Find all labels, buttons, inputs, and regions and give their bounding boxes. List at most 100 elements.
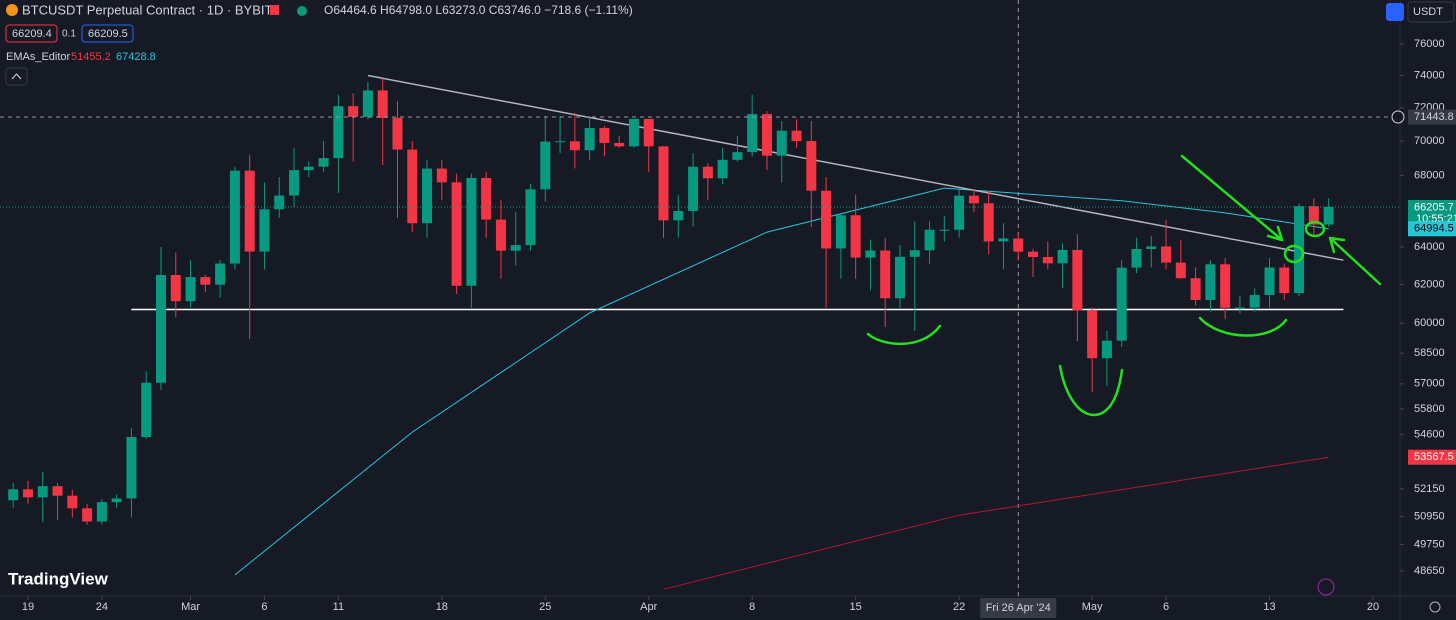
- candle-body: [658, 146, 669, 221]
- candle-body: [540, 141, 551, 190]
- candle-body: [244, 170, 255, 252]
- price-tag-label: 71443.8: [1414, 111, 1454, 123]
- candle-body: [259, 209, 270, 252]
- candle-body: [702, 166, 713, 179]
- x-tick-label: 6: [1163, 601, 1169, 613]
- annotation-arrow: [1328, 236, 1382, 286]
- sell-button[interactable]: [5, 24, 58, 43]
- candle-body: [274, 195, 285, 210]
- candle-body: [52, 486, 63, 496]
- y-tick-label: 54600: [1414, 429, 1445, 441]
- candle-body: [1116, 267, 1127, 341]
- candle-body: [761, 114, 772, 156]
- x-tick-label: 18: [436, 601, 448, 613]
- currency-button[interactable]: [1407, 1, 1455, 23]
- candle-body: [628, 118, 639, 147]
- flash-icon[interactable]: [1317, 578, 1335, 596]
- crosshair-date-tag: [980, 598, 1057, 618]
- candle-body: [1131, 249, 1142, 268]
- y-tick-label: 50950: [1414, 510, 1445, 522]
- market-status: [297, 6, 307, 16]
- candle-body: [141, 382, 152, 438]
- y-tick-label: 74000: [1414, 69, 1445, 81]
- candle-body: [569, 141, 580, 151]
- candle-body: [170, 274, 181, 302]
- candle-body: [673, 210, 684, 221]
- candle-body: [1057, 249, 1068, 264]
- x-tick-label: 20: [1367, 601, 1379, 613]
- price-tag-label: 53567.5: [1414, 451, 1454, 463]
- candle-body: [318, 158, 329, 167]
- collapse-button[interactable]: [5, 67, 28, 86]
- candle-body: [1308, 206, 1319, 225]
- candle-body: [939, 229, 950, 231]
- x-tick-label: Apr: [640, 601, 657, 613]
- x-tick-label: 22: [953, 601, 965, 613]
- candle-body: [1028, 251, 1039, 257]
- candle-body: [776, 130, 787, 156]
- candle-body: [1234, 307, 1245, 309]
- candle-body: [643, 118, 654, 147]
- candle-body: [747, 114, 758, 153]
- settings-icon[interactable]: [1429, 601, 1441, 613]
- y-tick-label: 70000: [1414, 135, 1445, 147]
- candle-body: [983, 203, 994, 242]
- candle-body: [481, 177, 492, 220]
- candle-body: [821, 190, 832, 249]
- candle-body: [510, 245, 521, 251]
- sell-price[interactable]: 66209.4: [12, 28, 52, 40]
- candle-body: [1175, 262, 1186, 279]
- x-tick-label: 8: [749, 601, 755, 613]
- candle-body: [717, 159, 728, 179]
- candle-body: [688, 166, 699, 211]
- candle-body: [111, 498, 122, 503]
- candle-body: [1072, 249, 1083, 311]
- candle-body: [835, 215, 846, 249]
- ohlc-legend: O64464.6 H64798.0 L63273.0 C63746.0 −718…: [324, 3, 633, 17]
- chart-title: BTCUSDT Perpetual Contract · 1D · BYBIT: [22, 2, 273, 17]
- symbol-icon: [6, 4, 18, 16]
- candle-body: [348, 106, 359, 117]
- compare-button[interactable]: [1386, 3, 1404, 21]
- candle-body: [1323, 206, 1334, 225]
- buy-button[interactable]: [81, 24, 134, 43]
- ema-line: [663, 456, 1329, 590]
- exchange-flag: [270, 5, 279, 15]
- candle-body: [909, 250, 920, 257]
- indicator-value: 51455.2: [71, 51, 111, 63]
- candle-body: [126, 437, 137, 499]
- candle-body: [895, 256, 905, 299]
- candle-body: [67, 495, 78, 509]
- x-tick-label: 11: [333, 601, 344, 613]
- annotation-curve: [1058, 364, 1124, 417]
- x-tick-label: 13: [1263, 601, 1275, 613]
- price-tag-label: 64994.5: [1414, 223, 1454, 235]
- y-tick-label: 64000: [1414, 241, 1445, 253]
- price-tag: [1408, 109, 1456, 125]
- indicator-value: 67428.8: [116, 51, 156, 63]
- candle-body: [1249, 295, 1260, 308]
- candle-body: [451, 182, 462, 286]
- indicator-name: EMAs_Editor: [6, 51, 71, 63]
- x-tick-label: May: [1082, 601, 1103, 613]
- annotations: [866, 154, 1382, 417]
- y-tick-label: 52150: [1414, 483, 1445, 495]
- candle-body: [22, 489, 33, 498]
- candle-body: [614, 142, 625, 147]
- candle-body: [968, 195, 979, 204]
- candle-body: [584, 128, 595, 151]
- candle-body: [1087, 310, 1098, 359]
- annotation-arrow: [1180, 154, 1284, 242]
- price-tag: [1408, 449, 1456, 465]
- crosshair-add-button: [1391, 110, 1405, 124]
- x-tick-label: Mar: [181, 601, 200, 613]
- candle-body: [865, 250, 876, 258]
- buy-price[interactable]: 66209.5: [88, 28, 128, 40]
- candle-body: [1101, 340, 1112, 359]
- y-tick-label: 57000: [1414, 378, 1445, 390]
- currency[interactable]: USDT: [1413, 6, 1443, 18]
- candle-body: [495, 219, 506, 251]
- candle-body: [599, 128, 610, 143]
- candle-body: [8, 489, 19, 501]
